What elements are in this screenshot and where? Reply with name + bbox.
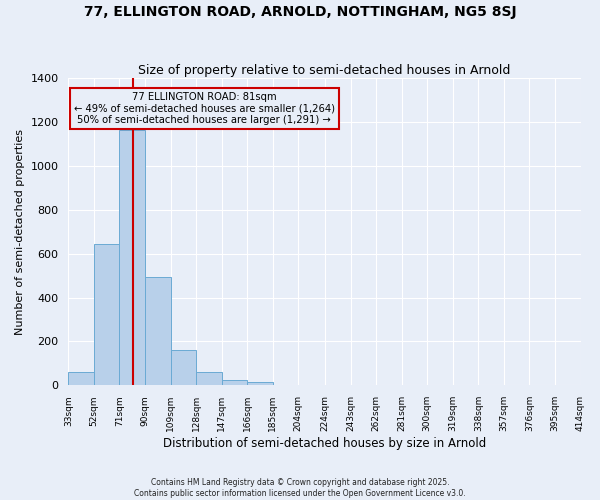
Title: Size of property relative to semi-detached houses in Arnold: Size of property relative to semi-detach… (138, 64, 511, 77)
X-axis label: Distribution of semi-detached houses by size in Arnold: Distribution of semi-detached houses by … (163, 437, 486, 450)
Bar (247, 382, 273, 386)
Bar (145, 276, 170, 386)
Text: 77, ELLINGTON ROAD, ARNOLD, NOTTINGHAM, NG5 8SJ: 77, ELLINGTON ROAD, ARNOLD, NOTTINGHAM, … (83, 5, 517, 19)
Text: Contains HM Land Registry data © Crown copyright and database right 2025.
Contai: Contains HM Land Registry data © Crown c… (134, 478, 466, 498)
Text: 77 ELLINGTON ROAD: 81sqm
← 49% of semi-detached houses are smaller (1,264)
50% o: 77 ELLINGTON ROAD: 81sqm ← 49% of semi-d… (74, 92, 335, 125)
Bar (196, 372, 221, 386)
Bar (94, 244, 119, 386)
Y-axis label: Number of semi-detached properties: Number of semi-detached properties (15, 129, 25, 335)
Bar (221, 380, 247, 386)
Bar (119, 130, 145, 386)
Bar (170, 350, 196, 386)
Bar (68, 372, 94, 386)
